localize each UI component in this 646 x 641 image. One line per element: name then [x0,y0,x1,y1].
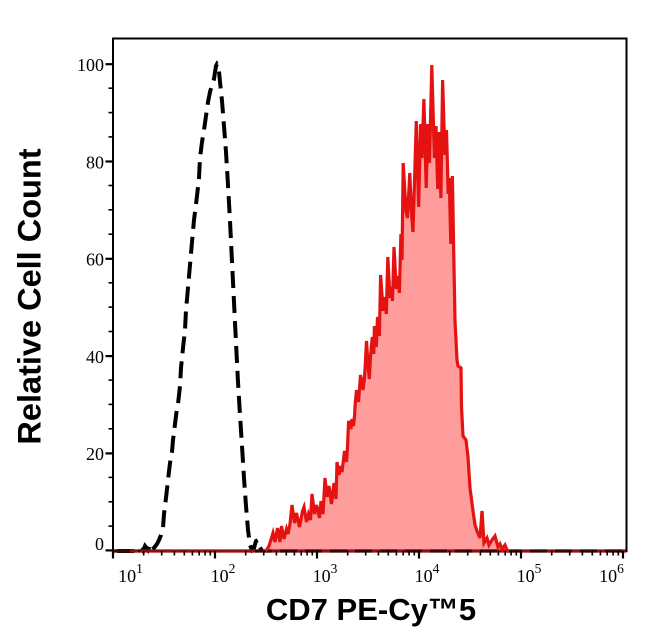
svg-text:100: 100 [77,55,104,75]
svg-text:20: 20 [86,444,104,464]
svg-text:CD7 PE-Cy™5: CD7 PE-Cy™5 [266,592,476,627]
svg-text:Relative Cell Count: Relative Cell Count [12,148,48,444]
svg-text:40: 40 [86,347,104,367]
svg-text:0: 0 [95,534,104,554]
svg-text:60: 60 [86,250,104,270]
svg-text:80: 80 [86,152,104,172]
